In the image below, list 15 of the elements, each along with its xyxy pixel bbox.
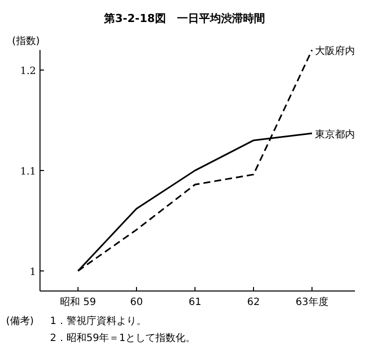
y-tick-label: 1.2 [20, 66, 36, 78]
x-tick-label: 62 [247, 297, 260, 308]
x-tick-label: 61 [188, 297, 202, 308]
y-tick-label: 1.1 [20, 166, 36, 178]
x-tick-label: 昭和 59 [60, 296, 96, 308]
text: 2．昭和59年＝1として指数化。 [50, 332, 196, 344]
x-tick-label: 60 [130, 297, 143, 308]
y-axis-title: (指数) [12, 35, 40, 47]
y-tick-label: 1 [30, 266, 36, 278]
series-label: 東京都内 [315, 128, 355, 140]
series-label: 大阪府内 [315, 45, 355, 57]
x-tick-label: 63年度 [296, 296, 328, 308]
text: 1．警視庁資料より。 [50, 315, 146, 327]
text: (備考) [6, 315, 34, 327]
chart-title: 第3-2-18図 一日平均渋滞時間 [103, 12, 265, 25]
